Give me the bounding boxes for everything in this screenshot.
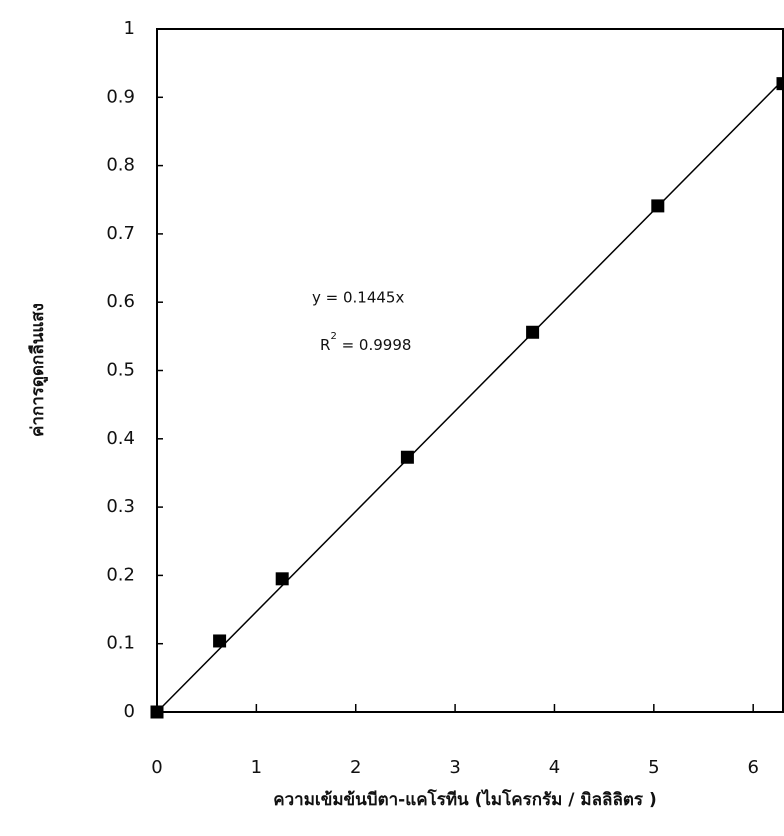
r-squared-r: R bbox=[320, 336, 330, 354]
y-tick-label: 0.9 bbox=[106, 86, 135, 107]
marker bbox=[526, 325, 540, 339]
trend-line bbox=[156, 79, 784, 713]
marker bbox=[651, 199, 665, 213]
y-tick-label: 0.6 bbox=[106, 291, 135, 312]
y-tick-label: 0.1 bbox=[106, 633, 135, 654]
marker bbox=[400, 450, 414, 464]
y-tick-label: 0.4 bbox=[106, 428, 135, 449]
y-tick-label: 0.7 bbox=[106, 223, 135, 244]
marker bbox=[776, 77, 784, 91]
y-axis-title: ค่าการดูดกลืนแสง bbox=[27, 303, 49, 437]
x-tick-label: 0 bbox=[151, 757, 162, 778]
x-tick-label: 3 bbox=[449, 757, 460, 778]
x-axis-title: ความเข้มข้นบีตา-แคโรทีน (ไมโครกรัม / มิล… bbox=[273, 789, 656, 810]
y-tick-label: 0.2 bbox=[106, 564, 135, 585]
plot-frame bbox=[156, 28, 784, 713]
x-tick-label: 6 bbox=[747, 757, 758, 778]
x-tick-label: 1 bbox=[251, 757, 262, 778]
y-tick-label: 0 bbox=[124, 701, 135, 722]
y-tick-label: 0.8 bbox=[106, 155, 135, 176]
y-tick-label: 0.5 bbox=[106, 360, 135, 381]
marker bbox=[275, 572, 289, 586]
x-tick-label: 2 bbox=[350, 757, 361, 778]
r-squared-sup: 2 bbox=[330, 331, 336, 342]
r-squared-value: = 0.9998 bbox=[337, 336, 412, 354]
r-squared: R2 = 0.9998 bbox=[320, 331, 411, 354]
x-tick-label: 4 bbox=[549, 757, 560, 778]
marker bbox=[150, 705, 164, 719]
equation: y = 0.1445x bbox=[312, 289, 404, 307]
marker bbox=[213, 634, 227, 648]
x-tick-label: 5 bbox=[648, 757, 659, 778]
y-tick-label: 0.3 bbox=[106, 496, 135, 517]
y-tick-label: 1 bbox=[124, 18, 135, 39]
